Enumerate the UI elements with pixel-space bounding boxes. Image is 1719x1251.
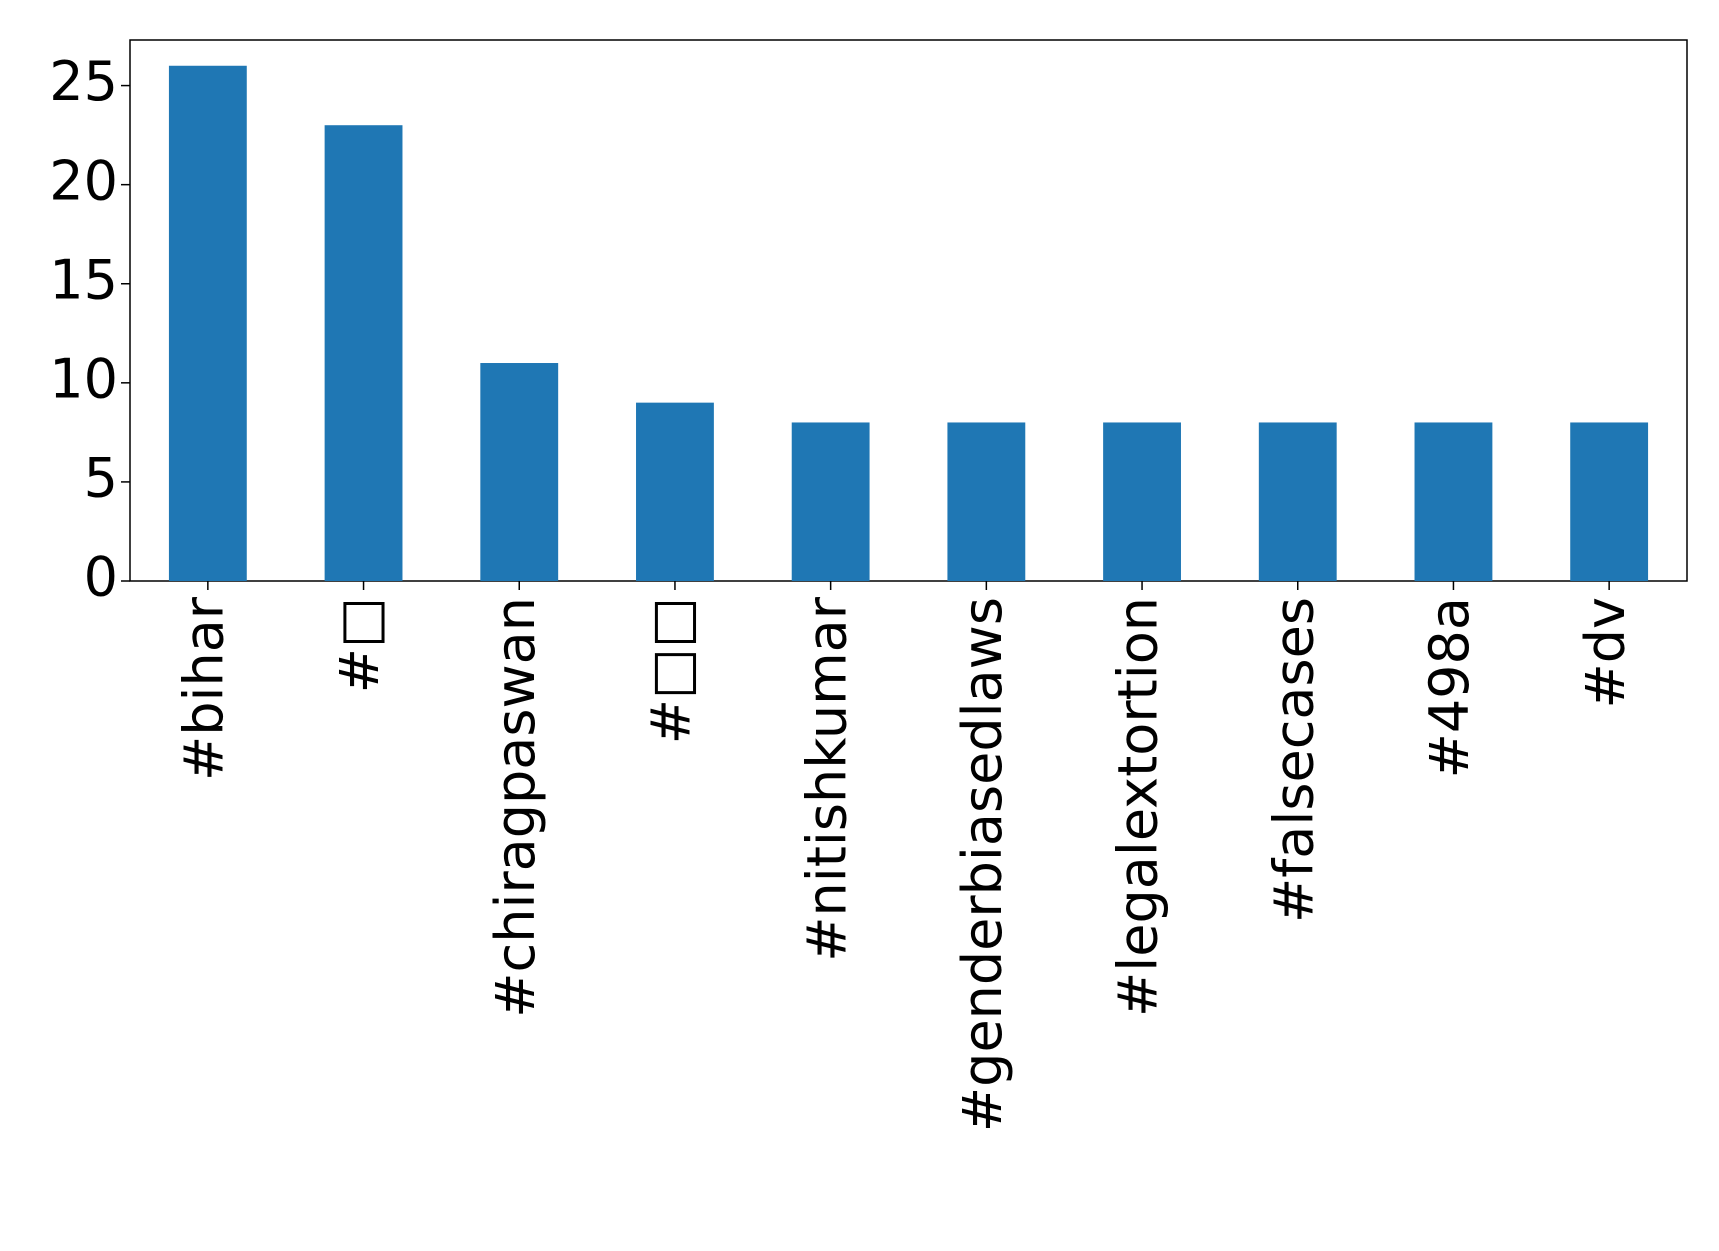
x-tick-label: #falsecases xyxy=(1262,597,1325,923)
bar xyxy=(1414,422,1493,581)
bar xyxy=(791,422,870,581)
bar xyxy=(1258,422,1337,581)
x-tick-label: #□ xyxy=(328,597,391,693)
x-tick-label: #□□ xyxy=(640,597,703,744)
bar xyxy=(1570,422,1649,581)
x-tick-label: #genderbiasedlaws xyxy=(951,597,1014,1132)
y-tick-label: 15 xyxy=(49,248,118,311)
x-tick-label: #legalextortion xyxy=(1107,597,1170,1017)
bar xyxy=(636,402,714,581)
x-tick-label: #chiragpaswan xyxy=(484,597,547,1018)
y-tick-label: 20 xyxy=(49,149,118,212)
bar xyxy=(324,125,403,581)
bar xyxy=(1103,422,1181,581)
y-tick-label: 0 xyxy=(84,546,118,609)
axes-frame xyxy=(129,39,1688,582)
x-tick-label: #nitishkumar xyxy=(795,596,858,962)
bar xyxy=(168,65,247,581)
y-tick-label: 5 xyxy=(84,447,118,510)
x-tick-label: #498a xyxy=(1418,597,1481,778)
y-tick-label: 10 xyxy=(49,347,118,410)
x-tick-label: #bihar xyxy=(172,596,235,781)
y-tick-label: 25 xyxy=(49,50,118,113)
bar xyxy=(480,363,559,581)
bar xyxy=(947,422,1026,581)
x-tick-label: #dv xyxy=(1574,597,1637,708)
